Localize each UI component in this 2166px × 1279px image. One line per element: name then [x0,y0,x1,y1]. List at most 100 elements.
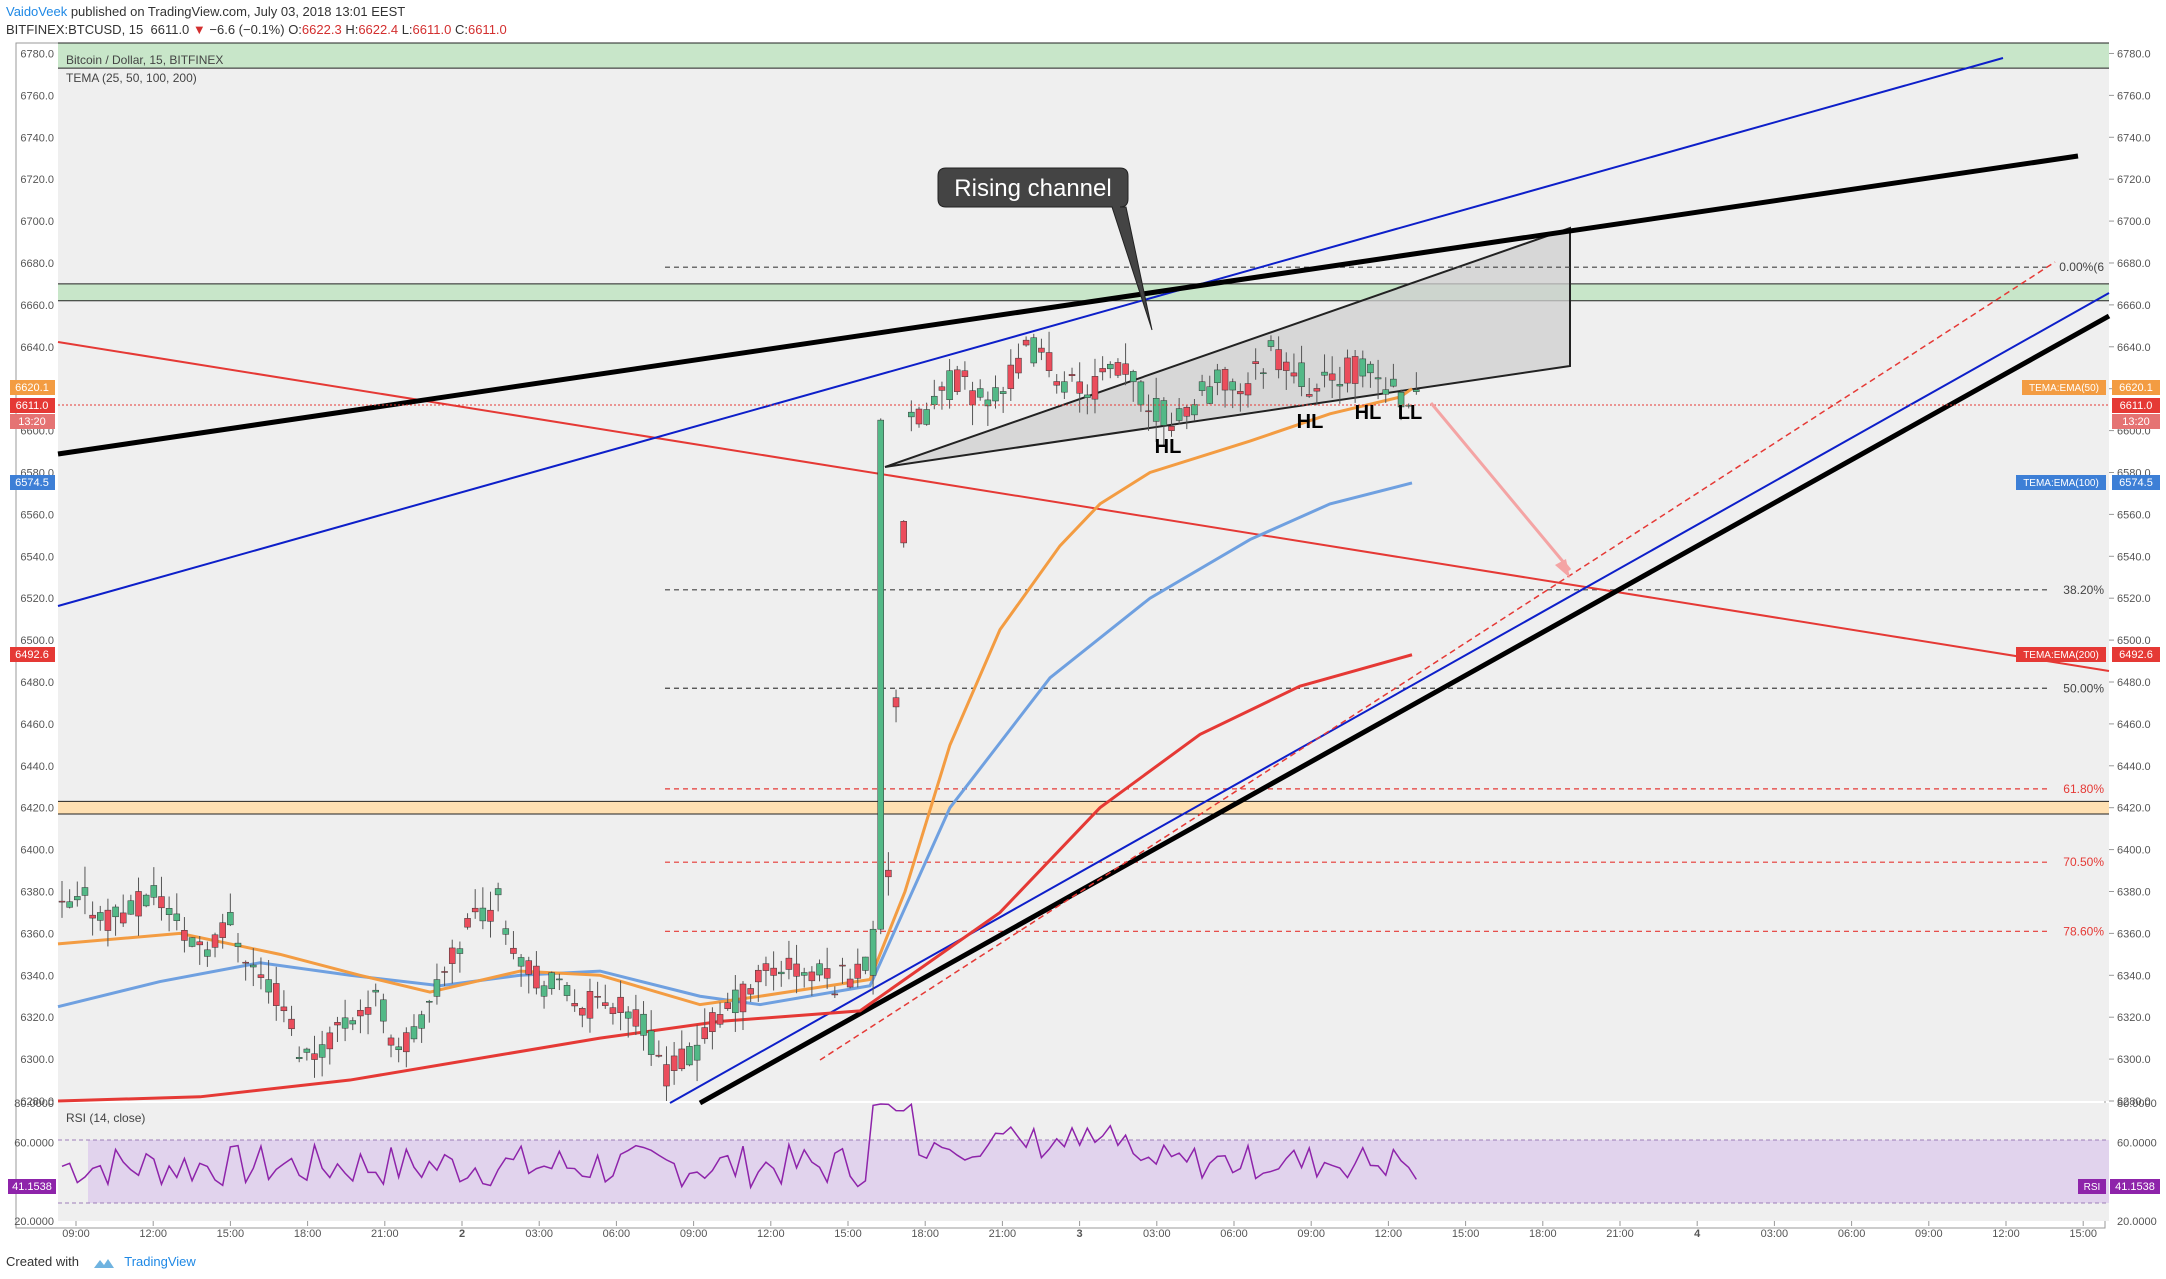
candle-body [999,391,1007,394]
y-tick-right: 6460.0 [2117,719,2151,731]
y-tick-left: 6420.0 [20,803,54,815]
candle-body [1045,352,1053,371]
candle-body [739,983,747,1013]
candle-body [502,928,510,935]
candle-body [234,942,242,947]
y-tick-right: 6340.0 [2117,970,2151,982]
y-tick-left: 6680.0 [20,258,54,270]
candle-body [1022,339,1030,346]
y-tick-left: 6320.0 [20,1012,54,1024]
y-tick-right: 6740.0 [2117,132,2151,144]
candle-body [862,956,869,971]
candle-body [900,521,907,544]
candle-body [1390,378,1397,387]
rsi-tick-right: 20.0000 [2117,1216,2157,1228]
candle-body [1107,363,1114,370]
candle-body [624,1011,632,1019]
candle-body [1114,362,1122,376]
candle-body [441,971,448,973]
candle-body [219,922,226,938]
candle-body [976,388,984,398]
hl-label-3: HL [1355,402,1382,424]
tradingview-brand-link[interactable]: TradingView [124,1254,196,1269]
candle-body [632,1009,640,1027]
y-tick-left: 6520.0 [20,593,54,605]
candle-body [579,1008,586,1016]
author-link[interactable]: VaidoVeek [6,4,68,19]
candle-body [1053,381,1060,386]
y-tick-right: 6720.0 [2117,174,2151,186]
candle-body [1084,394,1091,398]
x-tick-label: 15:00 [1452,1228,1480,1240]
candle-body [311,1053,318,1060]
fib-label-1: 38.20% [2063,583,2104,597]
x-tick-label: 12:00 [757,1228,785,1240]
rsi-tick-right: 60.0000 [2117,1137,2157,1149]
candle-body [701,1027,708,1040]
candle-body [548,972,555,990]
x-tick-label: 15:00 [2069,1228,2097,1240]
candle-body [1305,394,1313,397]
candle-body [1397,392,1405,408]
candle-body [1336,384,1344,387]
candle-body [349,1020,357,1025]
left-ema50-tag [10,380,55,395]
candle-body [1344,357,1351,384]
candle-body [785,957,793,970]
y-tick-left: 6440.0 [20,761,54,773]
y-tick-right: 6320.0 [2117,1012,2151,1024]
y-tick-right: 6520.0 [2117,593,2151,605]
candle-body [892,697,900,708]
candle-body [1298,362,1305,387]
rsi-tick-right: 80.0000 [2117,1098,2157,1110]
candle-body [257,974,265,978]
candle-body [479,907,487,922]
candle-body [1122,363,1129,375]
y-tick-right: 6640.0 [2117,342,2151,354]
candle-body [395,1046,402,1051]
candle-body [1076,381,1083,394]
candle-body [709,1012,716,1033]
candle-body [1221,369,1229,391]
candle-body [846,978,854,988]
candle-body [609,1007,617,1014]
candle-body [816,963,823,976]
rsi-tick-left: 60.0000 [14,1137,54,1149]
candle-body [869,928,877,976]
left-ema100-text: 6574.5 [15,477,49,489]
candle-body [961,370,969,377]
candle-body [1252,361,1259,364]
candle-body [1007,364,1015,389]
candle-body [1321,371,1328,376]
candle-body [196,941,203,946]
publish-line: VaidoVeek published on TradingView.com, … [6,4,405,19]
candle-body [1244,383,1252,396]
candle-body [334,1022,341,1026]
zone-0 [58,43,2109,69]
countdown-tag [2112,414,2160,429]
low-label: L: [401,22,413,37]
left-rsi-text: 41.1538 [12,1181,52,1193]
countdown-text: 13:20 [2122,416,2150,428]
candle-body [670,1055,678,1071]
candle-body [915,408,923,425]
candle-body [1137,381,1145,406]
y-tick-right: 6380.0 [2117,886,2151,898]
ema50-value-text: 6620.1 [2119,382,2153,394]
blue-trendline-lower [669,292,2110,1104]
candle-body [800,972,808,976]
ll-label: LL [1398,402,1422,424]
candle-body [487,909,494,922]
y-tick-right: 6480.0 [2117,677,2151,689]
fib-label-4: 70.50% [2063,855,2104,869]
candle-body [984,399,992,407]
callout-text: Rising channel [954,175,1111,202]
fib-label-5: 78.60% [2063,924,2104,938]
candle-body [242,961,249,964]
left-last-tag [10,398,55,413]
y-tick-left: 6340.0 [20,970,54,982]
y-tick-right: 6560.0 [2117,509,2151,521]
y-tick-left: 6760.0 [20,90,54,102]
last-value-text: 6611.0 [2120,400,2153,412]
